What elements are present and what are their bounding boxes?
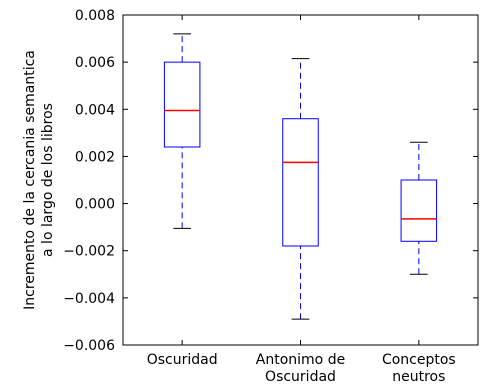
y-tick-label: −0.002 [63,244,115,260]
y-tick-label: 0.008 [75,8,115,24]
x-tick-label: Oscuridad [265,369,336,385]
box [282,118,319,247]
y-axis-label: Incremento de la cercania semantica [22,50,38,310]
y-tick-label: 0.000 [75,197,115,213]
y-tick-label: 0.006 [75,55,115,71]
y-axis-label: a lo largo de los libros [40,103,56,257]
x-tick-label: neutros [392,369,445,385]
y-tick-label: −0.006 [63,338,115,354]
y-tick-label: 0.004 [75,102,115,118]
y-tick-label: 0.002 [75,149,115,165]
x-tick-label: Oscuridad [147,352,218,368]
x-tick-label: Antonimo de [256,352,345,368]
x-tick-label: Conceptos [382,352,456,368]
y-tick-label: −0.004 [63,291,115,307]
box [400,179,438,242]
box [163,61,201,148]
